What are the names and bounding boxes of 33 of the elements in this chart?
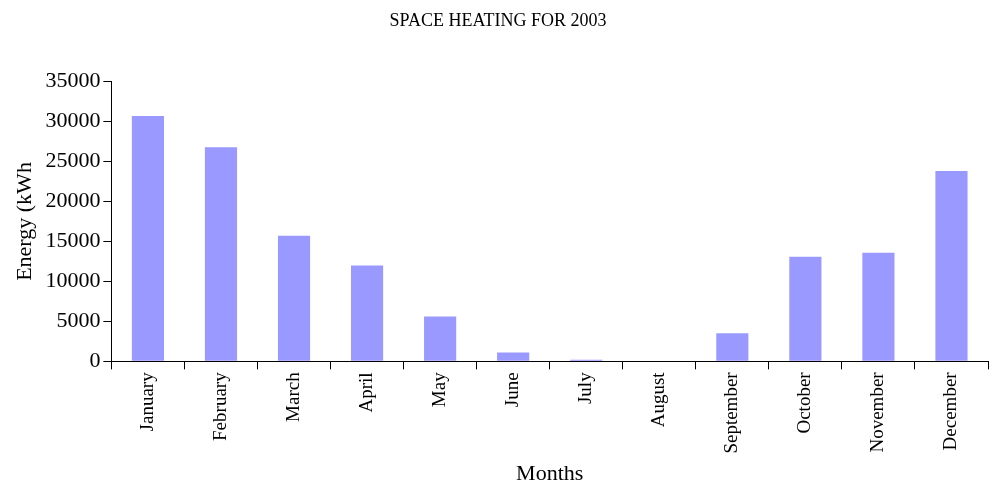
y-axis-title: Energy (kWh xyxy=(10,162,36,281)
x-tick-label: April xyxy=(355,372,377,413)
x-tick-label: June xyxy=(501,372,523,408)
x-tick-label: July xyxy=(574,371,596,405)
x-tick-label: September xyxy=(720,371,742,454)
x-tick-label: August xyxy=(647,371,669,428)
bar xyxy=(862,252,895,361)
bar xyxy=(131,115,164,361)
x-tick-label: January xyxy=(135,371,157,432)
bar xyxy=(789,256,822,361)
y-tick-label: 35000 xyxy=(45,67,101,93)
bar xyxy=(204,147,238,361)
x-tick-label: February xyxy=(208,371,230,441)
x-tick-label: March xyxy=(282,371,304,422)
bar xyxy=(497,352,530,361)
bar xyxy=(277,235,311,361)
y-tick-label: 5000 xyxy=(56,307,101,333)
x-tick-label: December xyxy=(939,371,961,451)
chart-title: SPACE HEATING FOR 2003 xyxy=(389,9,607,30)
bar xyxy=(351,265,384,361)
y-tick-label: 10000 xyxy=(45,267,101,293)
y-tick-label: 30000 xyxy=(45,107,101,133)
y-tick-label: 20000 xyxy=(45,187,101,213)
x-tick-label: May xyxy=(428,371,450,408)
bar xyxy=(424,316,457,361)
y-tick-label: 25000 xyxy=(45,147,101,173)
y-tick-label: 0 xyxy=(89,347,101,373)
y-tick-label: 15000 xyxy=(45,227,101,253)
x-tick-label: November xyxy=(866,371,888,453)
x-axis-title: Months xyxy=(516,459,584,485)
x-tick-label: October xyxy=(793,371,815,434)
bar xyxy=(716,333,749,361)
bar xyxy=(935,171,968,361)
